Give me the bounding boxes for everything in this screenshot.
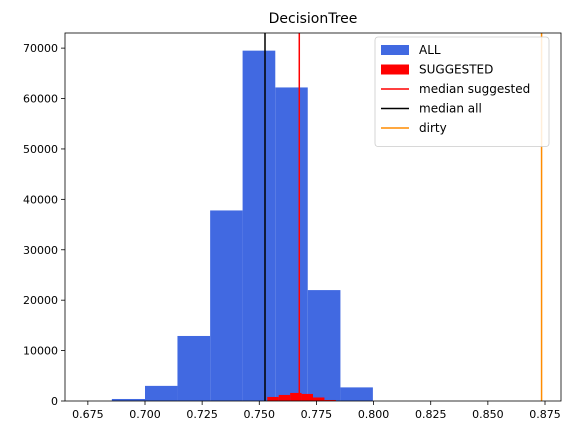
histogram-bar-all — [111, 398, 145, 401]
histogram-bar-suggested — [278, 394, 291, 401]
legend-label-median-all: median all — [419, 102, 482, 116]
y-tick-label: 30000 — [23, 244, 58, 257]
histogram-bar-suggested — [267, 396, 279, 401]
histogram-bar-suggested — [301, 393, 313, 401]
x-tick-label: 0.775 — [301, 408, 333, 421]
axes: 0.675 0.700 0.725 0.750 0.775 0.800 0.825 0.850… — [23, 32, 562, 421]
histogram-bar-all — [307, 290, 341, 401]
x-tick-label: 0.750 — [244, 408, 276, 421]
histogram-bar-all — [242, 50, 276, 402]
axes-frame — [64, 32, 562, 402]
y-tick-label: 0 — [51, 395, 58, 408]
legend-swatch-suggested — [381, 64, 409, 75]
legend-box — [374, 36, 550, 147]
histogram-bar-all — [145, 385, 178, 401]
histogram-bar-suggested — [313, 397, 325, 401]
y-tick-label: 40000 — [23, 193, 58, 206]
chart-title: DecisionTree — [269, 11, 358, 27]
x-tick-label: 0.675 — [72, 408, 104, 421]
x-tick-label: 0.700 — [129, 408, 161, 421]
y-tick-label: 10000 — [23, 345, 58, 358]
histogram-bar-all — [340, 387, 373, 401]
x-tick-label: 0.850 — [472, 408, 504, 421]
x-tick-label: 0.725 — [186, 408, 218, 421]
legend-swatch-all — [381, 45, 409, 55]
legend: ALL SUGGESTED median suggested median all di… — [374, 36, 550, 147]
legend-label-dirty: dirty — [419, 121, 447, 135]
x-tick-label: 0.875 — [529, 408, 561, 421]
histogram-bar-suggested — [290, 392, 302, 401]
legend-label-median-suggested: median suggested — [419, 82, 530, 96]
histogram-bar-suggested — [324, 399, 336, 401]
x-tick-label: 0.825 — [415, 408, 447, 421]
histogram-bar-all — [210, 210, 243, 401]
histogram-bar-all — [275, 87, 308, 401]
histogram-bar-all — [177, 335, 211, 401]
y-tick-label: 20000 — [23, 294, 58, 307]
y-tick-label: 60000 — [23, 93, 58, 106]
legend-label-suggested: SUGGESTED — [419, 63, 493, 77]
legend-label-all: ALL — [419, 43, 441, 57]
y-tick-label: 70000 — [23, 42, 58, 55]
y-tick-label: 50000 — [23, 143, 58, 156]
x-tick-label: 0.800 — [358, 408, 390, 421]
